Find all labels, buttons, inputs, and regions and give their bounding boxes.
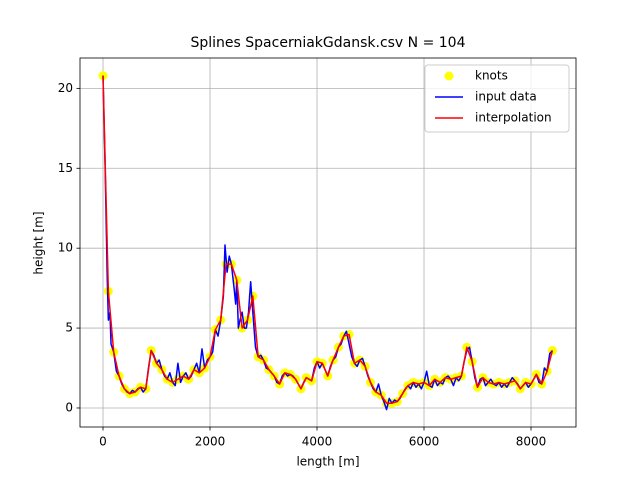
y-tick-label: 15 [58, 161, 73, 175]
legend-marker [444, 71, 454, 81]
knot-point [98, 71, 108, 81]
y-axis-label: height [m] [32, 211, 46, 274]
y-tick-label: 0 [65, 400, 73, 414]
chart-title: Splines SpacerniakGdansk.csv N = 104 [191, 35, 466, 51]
x-tick-label: 0 [99, 435, 107, 449]
x-tick-label: 6000 [409, 435, 440, 449]
legend-label: input data [475, 90, 537, 104]
legend-box [424, 64, 570, 133]
x-tick-label: 8000 [516, 435, 547, 449]
legend-label: knots [475, 69, 508, 83]
y-tick-label: 20 [58, 81, 73, 95]
y-tick-label: 5 [65, 321, 73, 335]
y-tick-label: 10 [58, 241, 73, 255]
x-tick-label: 4000 [302, 435, 333, 449]
x-tick-label: 2000 [195, 435, 226, 449]
legend-label: interpolation [475, 111, 552, 125]
plot-frame [79, 57, 577, 428]
x-axis-label: length [m] [296, 455, 359, 469]
series-line [102, 75, 554, 404]
